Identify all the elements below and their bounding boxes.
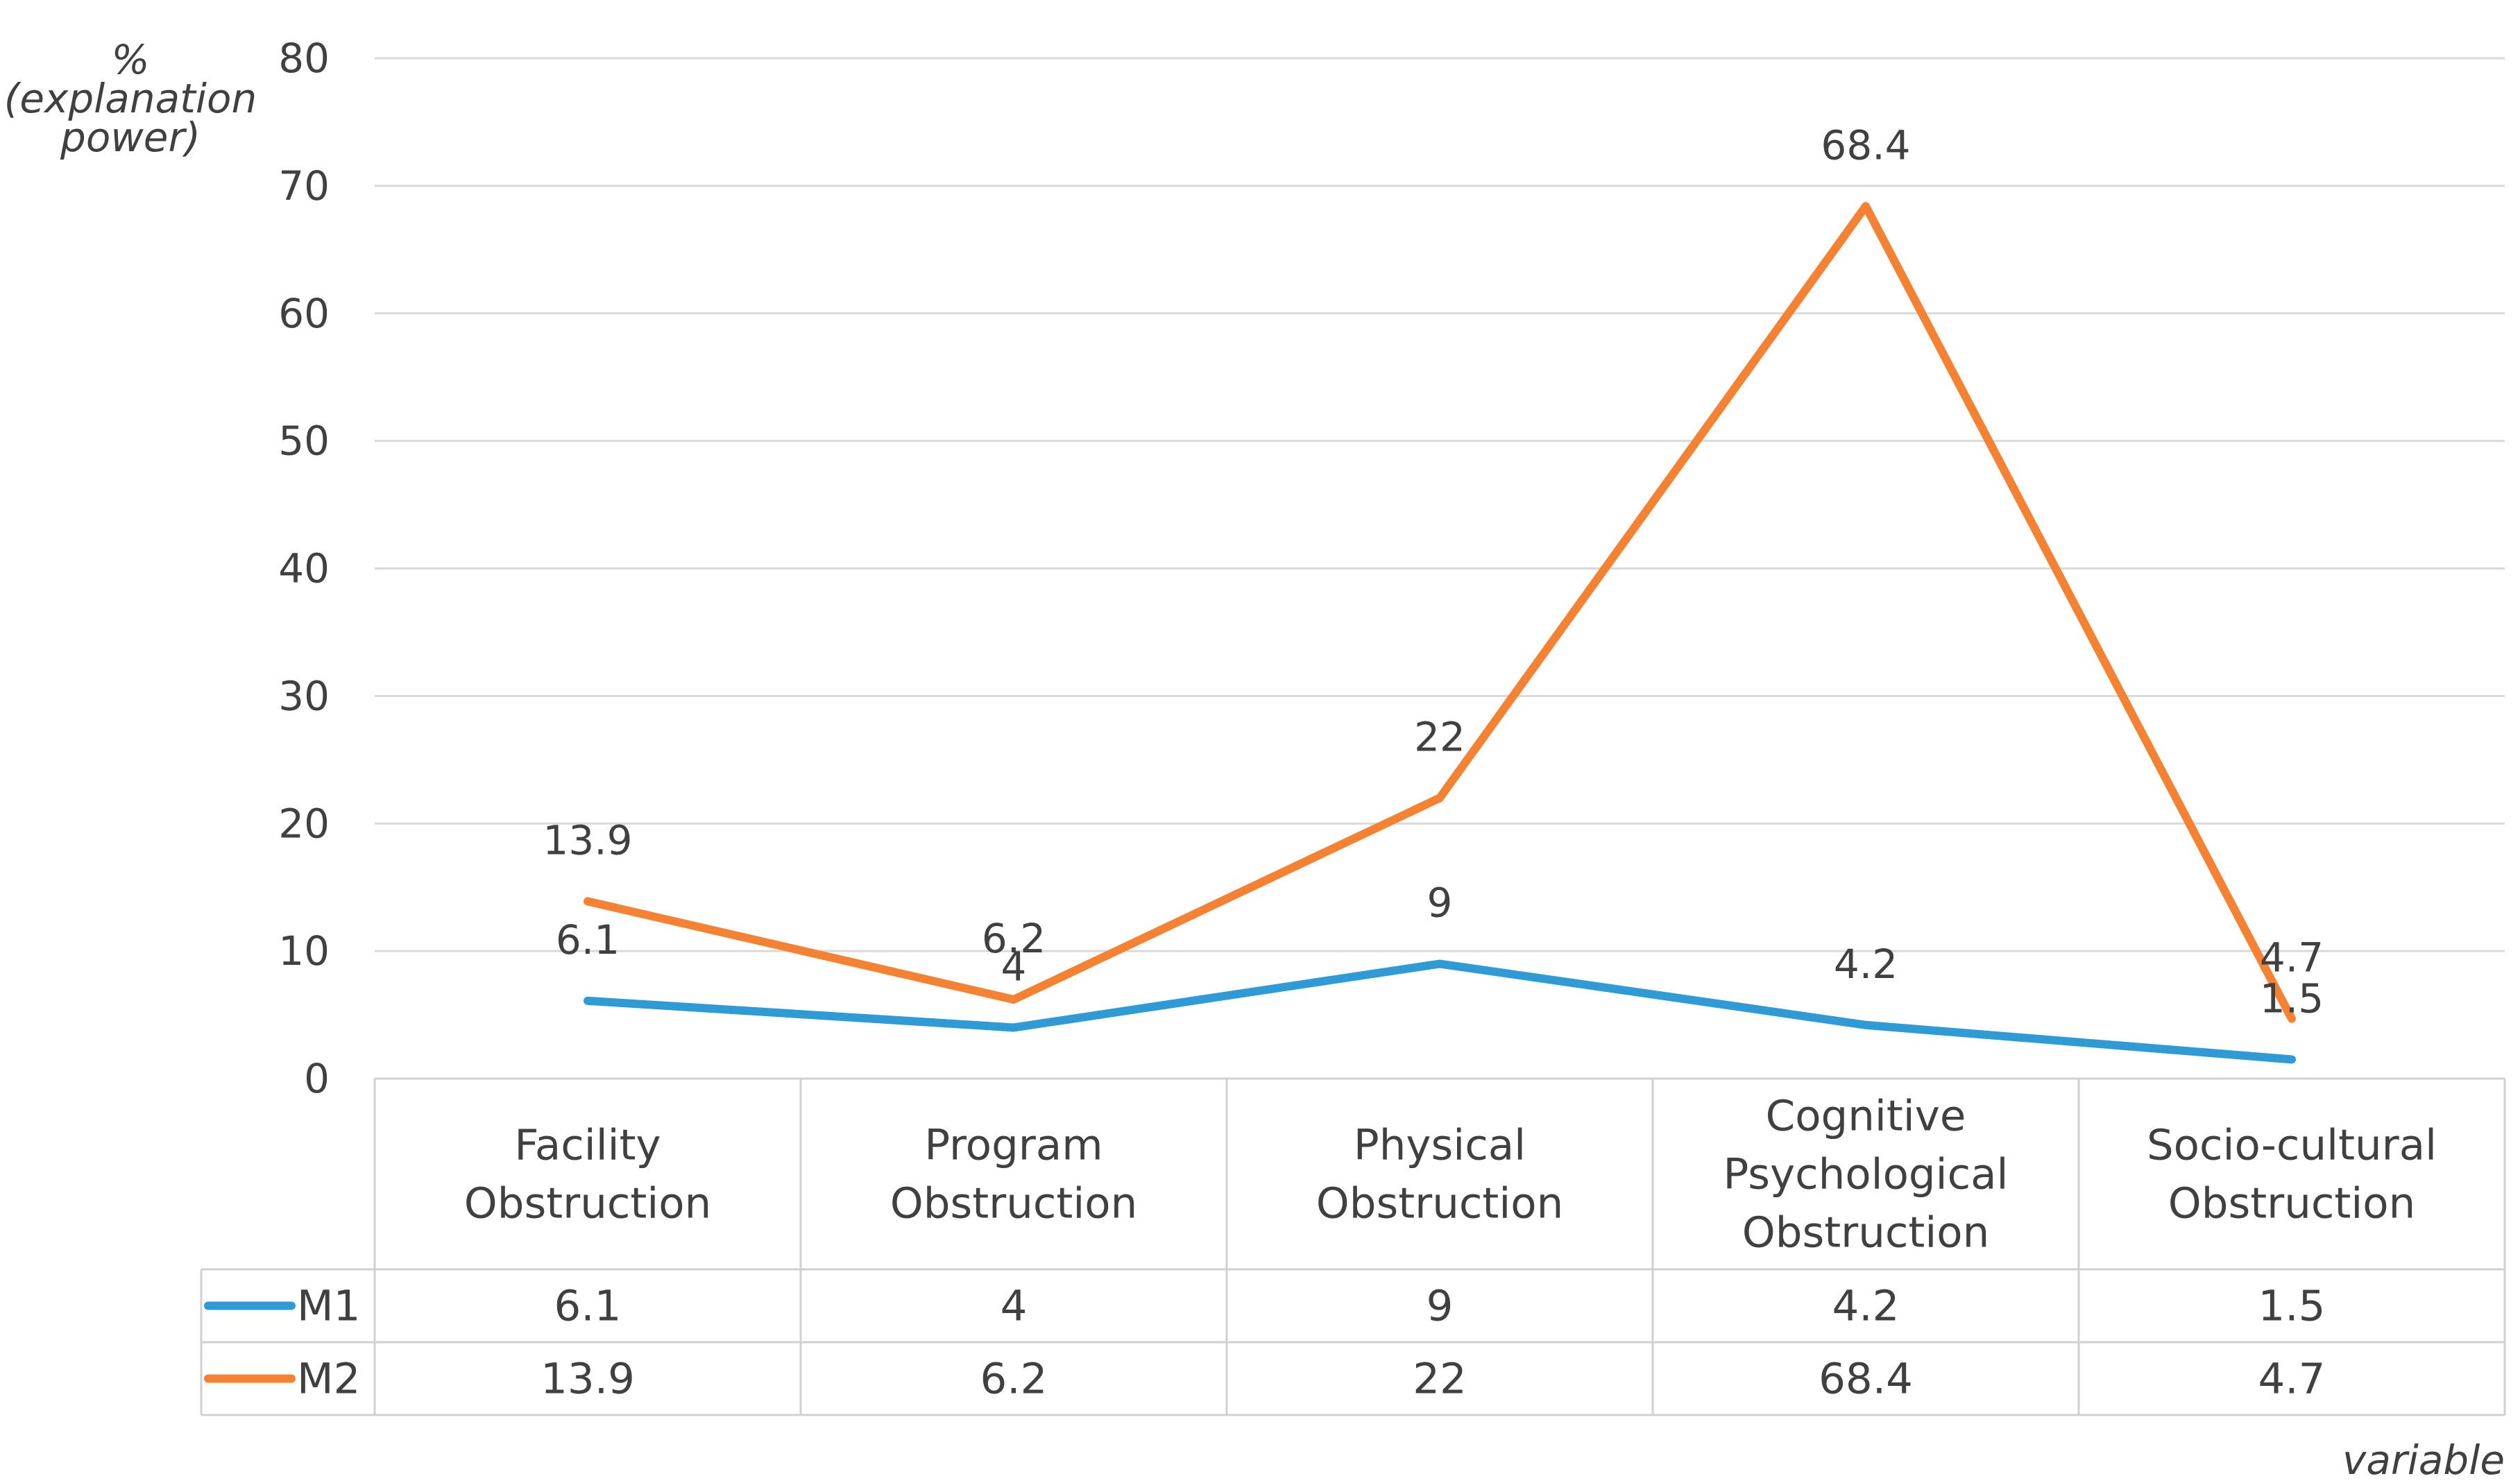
y-axis-title-line: % — [111, 36, 149, 83]
x-axis-title: variable — [2342, 1437, 2505, 1483]
data-label-m2: 13.9 — [543, 816, 632, 864]
series-line-m2 — [584, 202, 2296, 1023]
table-cell: 13.9 — [540, 1355, 635, 1404]
data-label-m2: 6.2 — [982, 915, 1046, 962]
data-label-m1: 9 — [1427, 880, 1453, 927]
category-label: Psychological — [1723, 1150, 2009, 1199]
table-cell: 9 — [1427, 1282, 1454, 1331]
category-label: Obstruction — [890, 1179, 1138, 1228]
data-label-m2: 68.4 — [1821, 121, 1910, 169]
y-tick-label: 10 — [278, 927, 330, 975]
category-label: Cognitive — [1766, 1092, 1966, 1141]
y-axis-title-line: power) — [60, 114, 201, 161]
table-cell: 4 — [1001, 1282, 1028, 1331]
category-label: Program — [924, 1121, 1102, 1170]
data-table: Facility Obstruction Program Obstruction Phy… — [200, 1077, 2506, 1416]
table-cell: 4.2 — [1832, 1282, 1899, 1331]
data-label-m2: 4.7 — [2260, 934, 2324, 981]
category-label: Obstruction — [1742, 1208, 1990, 1258]
table-cell: 1.5 — [2258, 1282, 2325, 1331]
data-label-m2: 22 — [1414, 713, 1465, 760]
y-tick-label: 20 — [278, 800, 330, 847]
y-tick-label: 0 — [304, 1055, 330, 1102]
y-axis-title-line: (explanation — [4, 75, 257, 122]
data-label-m1: 4 — [1001, 943, 1027, 990]
y-tick-label: 30 — [278, 672, 330, 719]
y-tick-label: 40 — [278, 545, 330, 592]
y-tick-label: 50 — [278, 418, 330, 465]
y-tick-label: 70 — [278, 162, 330, 209]
y-tick-label: 60 — [278, 290, 330, 337]
category-label: Obstruction — [464, 1179, 712, 1228]
category-label: Obstruction — [1316, 1179, 1564, 1228]
category-label: Obstruction — [2168, 1179, 2416, 1228]
data-label-m1: 1.5 — [2260, 975, 2324, 1022]
y-tick-label: 80 — [278, 35, 330, 82]
category-label: Physical — [1354, 1121, 1526, 1170]
data-label-m1: 6.1 — [556, 916, 620, 963]
legend-label: M1 — [297, 1282, 360, 1331]
series-lines — [584, 202, 2296, 1064]
table-cell: 6.2 — [980, 1355, 1047, 1404]
legend-label: M2 — [297, 1355, 360, 1404]
table-cell: 22 — [1413, 1355, 1467, 1404]
data-labels: 6.1 4 9 4.2 1.5 13.9 6.2 22 68.4 4.7 — [543, 121, 2324, 1022]
y-axis-ticks: 0 10 20 30 40 50 60 70 80 — [278, 35, 330, 1102]
table-cell: 4.7 — [2258, 1355, 2325, 1404]
table-cell: 68.4 — [1819, 1355, 1913, 1404]
table-cell: 6.1 — [554, 1282, 621, 1331]
series-line-m1 — [584, 959, 2296, 1064]
data-label-m1: 4.2 — [1834, 941, 1898, 988]
category-label: Socio-cultural — [2147, 1121, 2437, 1170]
category-label: Facility — [514, 1121, 661, 1170]
gridlines — [375, 57, 2505, 952]
